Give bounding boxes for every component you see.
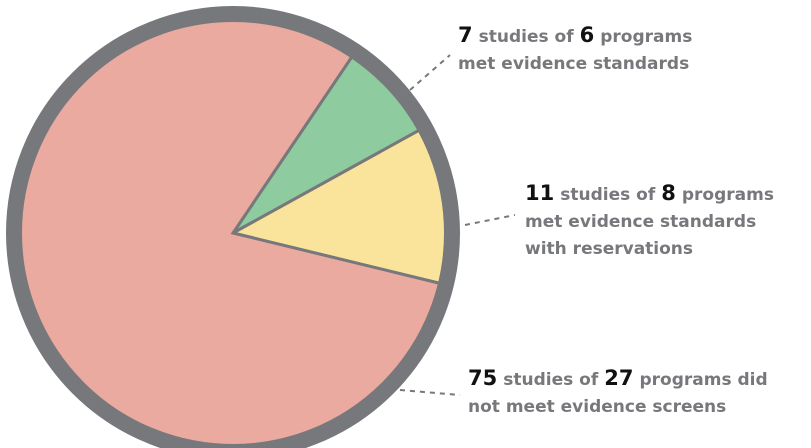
programs-count: 6	[580, 23, 595, 47]
slice-label: 7 studies of 6 programs	[458, 23, 692, 47]
leader-line	[464, 214, 516, 226]
leader-line	[399, 389, 461, 396]
slice-label-line: with reservations	[525, 239, 693, 259]
programs-count: 8	[661, 181, 676, 205]
leader-line	[409, 54, 451, 91]
studies-count: 7	[458, 23, 473, 47]
label-text: programs	[600, 27, 692, 47]
slice-label-line: not meet evidence screens	[468, 397, 726, 417]
slice-label: 11 studies of 8 programs	[525, 181, 774, 205]
label-text: programs did	[639, 370, 767, 390]
label-text: studies of	[479, 27, 575, 47]
slice-label-line: met evidence standards	[458, 54, 689, 74]
label-text: programs	[682, 185, 774, 205]
programs-count: 27	[604, 366, 633, 390]
label-text: studies of	[503, 370, 599, 390]
slice-label: 75 studies of 27 programs did	[468, 366, 768, 390]
studies-count: 75	[468, 366, 497, 390]
pie-border	[6, 6, 460, 448]
studies-count: 11	[525, 181, 554, 205]
slice-label-line: met evidence standards	[525, 212, 756, 232]
label-text: studies of	[560, 185, 656, 205]
